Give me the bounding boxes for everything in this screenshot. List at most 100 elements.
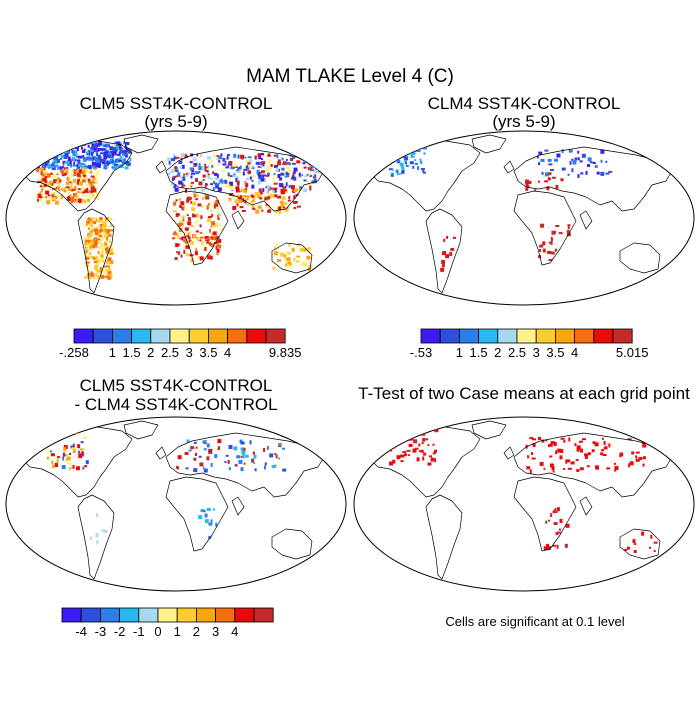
data-cell <box>86 156 91 161</box>
data-cell <box>124 166 129 170</box>
data-cell <box>243 181 246 186</box>
data-cell <box>240 441 245 445</box>
data-cell <box>550 251 555 255</box>
data-cell <box>173 185 177 189</box>
data-cell <box>39 153 42 156</box>
data-cell <box>545 439 548 442</box>
data-cell <box>303 179 307 182</box>
data-cell <box>268 153 271 157</box>
data-cell <box>288 174 292 178</box>
data-cell <box>185 239 188 244</box>
data-cell <box>208 236 211 241</box>
data-cell <box>224 161 227 164</box>
data-cell <box>171 158 176 162</box>
data-cell <box>246 159 250 164</box>
colorbar-box <box>246 328 267 344</box>
data-cell <box>310 165 314 169</box>
data-cell <box>54 437 58 442</box>
data-cell <box>109 251 114 255</box>
data-cell <box>400 460 404 463</box>
data-cell <box>38 195 43 199</box>
data-cell <box>84 237 87 241</box>
data-cell <box>217 217 220 221</box>
data-cell <box>172 237 177 240</box>
colorbar-box <box>131 328 152 344</box>
data-cell <box>209 242 212 246</box>
data-cell <box>266 445 269 450</box>
data-cell <box>55 158 60 163</box>
data-cell <box>400 428 404 433</box>
data-cell <box>70 171 73 176</box>
data-cell <box>278 210 282 214</box>
data-cell <box>290 175 294 180</box>
data-cell <box>176 243 180 247</box>
data-cell <box>570 461 575 465</box>
panel-difference-title-line1: CLM5 SST4K-CONTROL <box>80 376 273 395</box>
data-cell <box>119 149 124 154</box>
data-cell <box>173 201 177 204</box>
data-cell <box>251 458 255 463</box>
data-cell <box>191 207 196 212</box>
data-cell <box>56 165 61 170</box>
data-cell <box>286 252 291 255</box>
data-cell <box>396 455 401 460</box>
data-cell <box>174 231 177 234</box>
data-cell <box>88 227 91 230</box>
data-cell <box>65 141 70 144</box>
data-cell <box>86 152 90 156</box>
data-cell <box>70 445 74 449</box>
data-cell <box>113 141 117 144</box>
data-cell <box>53 141 58 146</box>
data-cell <box>427 444 430 447</box>
data-cell <box>181 164 185 169</box>
colorbar-tick-label: 1.5 <box>123 345 141 360</box>
data-cell <box>104 230 109 233</box>
data-cell <box>298 172 301 177</box>
data-cell <box>109 229 114 232</box>
data-cell <box>214 172 218 176</box>
data-cell <box>264 168 269 172</box>
data-cell <box>235 464 238 467</box>
data-cell <box>400 454 405 458</box>
data-cell <box>77 444 81 449</box>
data-cell <box>547 158 552 162</box>
data-cell <box>181 182 184 187</box>
data-cell <box>267 188 270 191</box>
data-cell <box>556 153 561 158</box>
colorbar-box <box>215 607 236 623</box>
data-cell <box>394 147 399 151</box>
data-cell <box>552 544 557 547</box>
data-cell <box>49 433 52 438</box>
data-cell <box>605 160 608 163</box>
data-cell <box>121 158 126 163</box>
data-cell <box>185 231 190 235</box>
data-cell <box>199 239 202 242</box>
data-cell <box>196 213 200 218</box>
data-cell <box>253 454 257 459</box>
data-cell <box>266 172 270 176</box>
data-cell <box>107 267 111 272</box>
data-cell <box>110 160 114 163</box>
data-cell <box>191 201 196 206</box>
data-cell <box>192 213 195 218</box>
data-cell <box>80 182 83 186</box>
data-cell <box>106 217 109 220</box>
data-cell <box>216 173 219 178</box>
data-cell <box>44 147 47 152</box>
data-cell <box>104 273 108 277</box>
data-cell <box>211 213 214 217</box>
data-cell <box>310 169 315 172</box>
data-cell <box>188 182 192 187</box>
data-cell <box>211 221 216 226</box>
data-cell <box>81 146 84 150</box>
data-cell <box>99 224 104 228</box>
data-cell <box>178 180 183 185</box>
data-cell <box>85 253 90 257</box>
data-cell <box>208 448 213 453</box>
data-cell <box>186 196 191 201</box>
data-cell <box>91 148 95 152</box>
data-cell <box>105 226 108 229</box>
data-cell <box>101 231 106 236</box>
data-cell <box>450 247 455 251</box>
data-cell <box>125 142 130 146</box>
